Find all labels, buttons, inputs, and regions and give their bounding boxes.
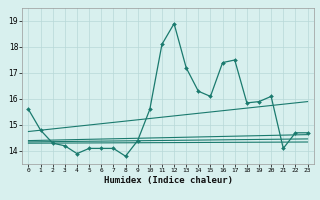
X-axis label: Humidex (Indice chaleur): Humidex (Indice chaleur) — [103, 176, 233, 185]
